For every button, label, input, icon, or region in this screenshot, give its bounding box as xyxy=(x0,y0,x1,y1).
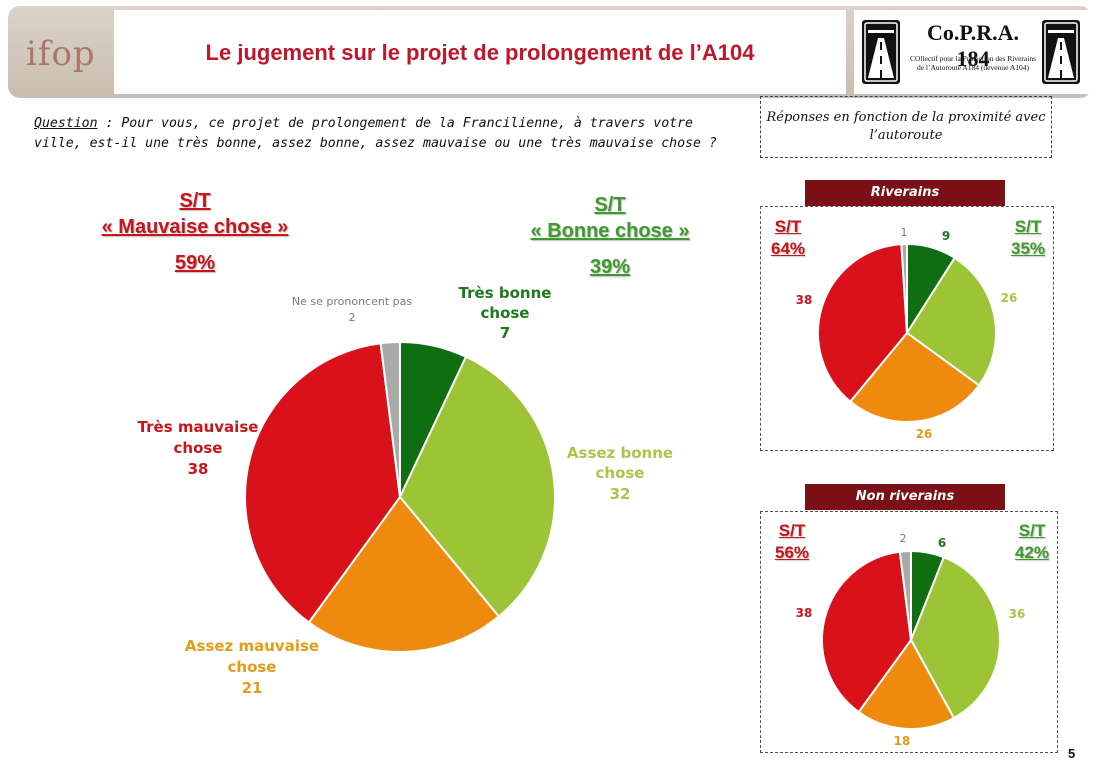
main-slice-tres-mauvaise xyxy=(244,342,402,624)
riverains-box xyxy=(760,206,1054,451)
label-tres-mauvaise-line1: Très mauvaise xyxy=(138,418,259,436)
main-slice-nsp xyxy=(379,340,401,498)
riv-slice-tres-mauvaise xyxy=(817,243,909,403)
non-riverains-pie-chart xyxy=(821,549,1001,730)
copra-subtitle: COllectif pour la Protection des Riverai… xyxy=(909,54,1036,72)
label-tres-bonne-line2: chose xyxy=(481,304,530,322)
nonriv-value-tres-mauvaise: 38 xyxy=(796,606,813,620)
copra-name: Co.P.R.A. 184 xyxy=(926,20,1020,71)
road-right-icon xyxy=(1042,20,1080,84)
header-title-panel: Le jugement sur le projet de prolongemen… xyxy=(114,10,846,94)
road-left-icon xyxy=(862,20,900,84)
riv-value-tres-bonne: 9 xyxy=(942,229,950,243)
page-number: 5 xyxy=(1068,746,1076,761)
label-assez-mauvaise-value: 21 xyxy=(242,679,263,697)
reponses-note: Réponses en fonction de la proximité ave… xyxy=(760,96,1052,158)
non-riverains-st-mauvaise: S/T 56% xyxy=(774,521,810,562)
question-body: : Pour vous, ce projet de prolongement d… xyxy=(34,116,717,151)
riverains-st-mauvaise: S/T 64% xyxy=(770,217,806,258)
riv-value-nsp: 1 xyxy=(901,226,908,239)
nonriv-value-nsp: 2 xyxy=(900,532,907,545)
main-slice-assez-mauvaise xyxy=(307,495,501,653)
main-slice-assez-bonne xyxy=(398,355,556,618)
non-riverains-st-bonne: S/T 42% xyxy=(1014,521,1050,562)
label-tres-mauvaise-line2: chose xyxy=(174,439,223,457)
non-riverains-box xyxy=(760,511,1058,753)
riverains-value-labels: 9 26 26 38 1 xyxy=(796,226,1018,441)
non-riverains-value-labels: 6 36 18 38 2 xyxy=(796,532,1026,748)
question-text: Question : Pour vous, ce projet de prolo… xyxy=(34,114,734,154)
nonriv-value-tres-bonne: 6 xyxy=(938,536,946,550)
riv-value-assez-mauvaise: 26 xyxy=(916,427,933,441)
page-title: Le jugement sur le projet de prolongemen… xyxy=(205,40,755,65)
nonriv-slice-tres-mauvaise xyxy=(821,550,913,714)
st-bonne-summary: S/T « Bonne chose » 39% xyxy=(530,194,690,278)
riv-value-tres-mauvaise: 38 xyxy=(796,293,813,307)
label-assez-mauvaise-line2: chose xyxy=(228,658,277,676)
riverains-st-bonne: S/T 35% xyxy=(1010,217,1046,258)
label-nsp-value: 2 xyxy=(349,311,356,324)
riv-slice-nsp xyxy=(900,242,908,334)
st-mauvaise-summary: S/T « Mauvaise chose » 59% xyxy=(101,190,289,274)
nonriv-slice-nsp xyxy=(898,549,912,641)
nonriv-value-assez-mauvaise: 18 xyxy=(894,734,911,748)
band-riverains: Riverains xyxy=(805,180,1005,206)
nonriv-slice-assez-bonne xyxy=(909,555,1001,720)
label-nsp-line1: Ne se prononcent pas xyxy=(292,295,412,308)
label-assez-bonne-value: 32 xyxy=(610,485,631,503)
riv-slice-assez-bonne xyxy=(905,256,997,387)
ifop-logo: ifop xyxy=(26,34,96,74)
riv-slice-assez-mauvaise xyxy=(848,331,981,423)
riverains-pie-chart xyxy=(817,242,997,423)
label-assez-bonne-line2: chose xyxy=(596,464,645,482)
header-bar: ifop Le jugement sur le projet de prolon… xyxy=(8,6,1092,98)
band-non-riverains: Non riverains xyxy=(805,484,1005,510)
label-tres-bonne-line1: Très bonne xyxy=(459,284,552,302)
riv-value-assez-bonne: 26 xyxy=(1001,291,1018,305)
question-label: Question xyxy=(34,116,98,131)
label-tres-bonne-value: 7 xyxy=(500,324,510,342)
nonriv-value-assez-bonne: 36 xyxy=(1009,607,1026,621)
copra-logo: Co.P.R.A. 184 COllectif pour la Protecti… xyxy=(854,10,1092,94)
main-pie-labels: Très bonne chose 7 Assez bonne chose 32 … xyxy=(138,284,674,697)
label-assez-bonne-line1: Assez bonne xyxy=(567,444,673,462)
nonriv-slice-assez-mauvaise xyxy=(857,638,956,730)
label-assez-mauvaise-line1: Assez mauvaise xyxy=(185,637,319,655)
label-tres-mauvaise-value: 38 xyxy=(188,460,209,478)
